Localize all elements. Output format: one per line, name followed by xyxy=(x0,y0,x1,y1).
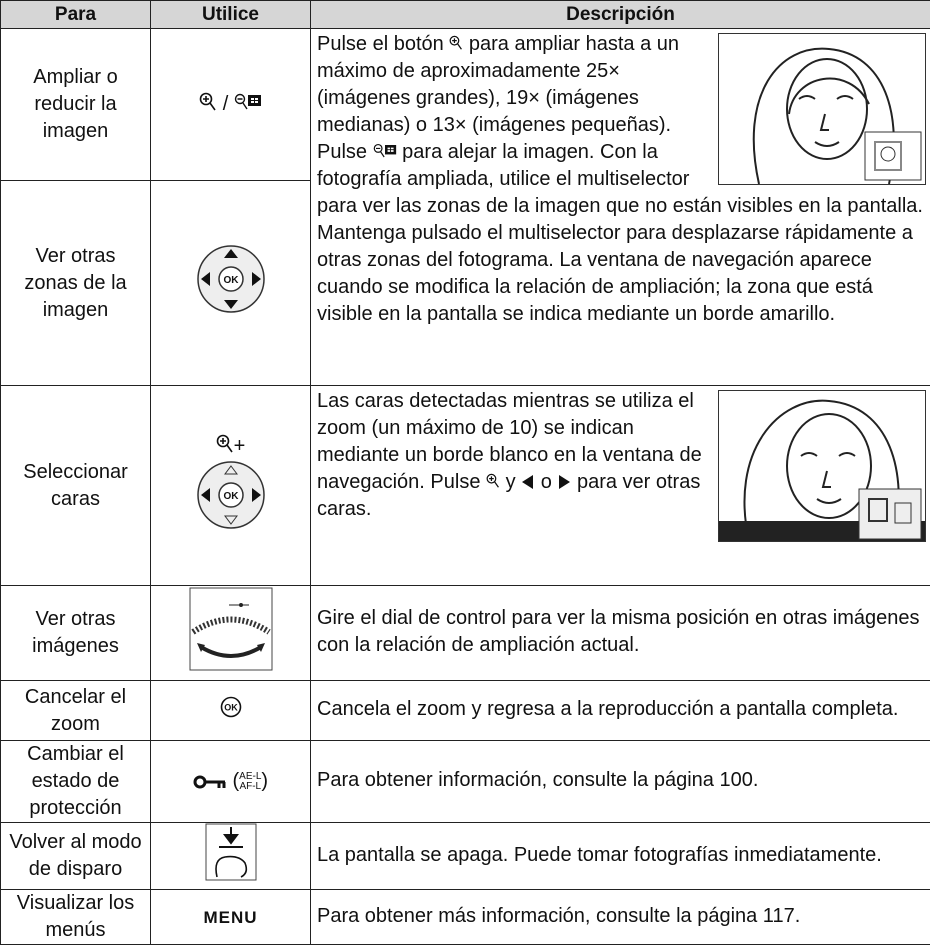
icon-part: OK xyxy=(223,491,239,502)
row: Ver otras imágenes Gire el dial de contr… xyxy=(1,586,930,681)
plus: + xyxy=(234,435,246,457)
separator: / xyxy=(223,93,229,115)
icon-part xyxy=(195,777,205,787)
utilice-cell xyxy=(151,823,311,890)
icon-part xyxy=(522,475,533,489)
af-lock-label: AF-L xyxy=(239,781,261,792)
zoom-out-icon xyxy=(373,142,397,160)
dial-icon xyxy=(189,587,273,671)
description-text: Para obtener más información, consulte l… xyxy=(317,905,800,927)
description-text: Para obtener información, consulte la pá… xyxy=(317,769,758,791)
icon-part xyxy=(385,145,396,154)
para-cell: Cancelar el zoom xyxy=(1,681,151,741)
menu-button-label: MENU xyxy=(203,908,257,927)
description-cell: La pantalla se apaga. Puede tomar fotogr… xyxy=(311,823,930,890)
icon-part xyxy=(559,475,570,489)
utilice-cell xyxy=(151,586,311,681)
description-text: Cancela el zoom y regresa a la reproducc… xyxy=(317,698,898,720)
para-cell: Seleccionar caras xyxy=(1,386,151,586)
illustration xyxy=(718,390,926,542)
para-cell: Ampliar o reducir la imagen xyxy=(1,29,151,181)
para-cell: Visualizar los menús xyxy=(1,890,151,945)
icon-part xyxy=(865,132,921,180)
zoom-out-icon xyxy=(234,92,262,112)
icon-group: + xyxy=(157,433,304,460)
description-cell: Las caras detectadas mientras se utiliza… xyxy=(311,386,930,586)
row: Volver al modo de disparo La pantalla se… xyxy=(1,823,930,890)
header-cell: Para xyxy=(1,1,151,29)
icon-part: OK xyxy=(224,702,238,712)
utilice-cell: + OK xyxy=(151,386,311,586)
para-cell: Ver otras zonas de la imagen xyxy=(1,181,151,386)
row: Ampliar o reducir la imagen / Pulse el b… xyxy=(1,29,930,181)
description-text: o xyxy=(541,471,552,493)
zoom-in-icon xyxy=(216,434,234,454)
left-arrow-icon xyxy=(521,474,535,490)
header-cell: Utilice xyxy=(151,1,311,29)
row: Cancelar el zoom OK Cancela el zoom y re… xyxy=(1,681,930,741)
zoom-in-icon xyxy=(449,34,463,52)
ok-icon: OK xyxy=(220,696,242,718)
description-text: Pulse el botón xyxy=(317,33,444,55)
description-text: y xyxy=(506,471,516,493)
row: Seleccionar caras + OK Las caras detecta… xyxy=(1,386,930,586)
description-cell: Gire el dial de control para ver la mism… xyxy=(311,586,930,681)
description-text: La pantalla se apaga. Puede tomar fotogr… xyxy=(317,844,882,866)
illustration xyxy=(718,33,926,185)
description-cell: Para obtener información, consulte la pá… xyxy=(311,741,930,823)
description-cell: Cancela el zoom y regresa a la reproducc… xyxy=(311,681,930,741)
utilice-cell: MENU xyxy=(151,890,311,945)
header-row: Para Utilice Descripción xyxy=(1,1,930,29)
shutter-icon xyxy=(205,823,257,881)
icon-part: OK xyxy=(223,275,239,286)
multiselector-icon: OK xyxy=(196,244,266,314)
para-cell: Volver al modo de disparo xyxy=(1,823,151,890)
right-arrow-icon xyxy=(557,474,571,490)
zoom-in-icon xyxy=(199,92,217,112)
row: Visualizar los menús MENU Para obtener m… xyxy=(1,890,930,945)
utilice-cell: OK xyxy=(151,181,311,386)
description-text: Gire el dial de control para ver la mism… xyxy=(317,607,920,656)
para-cell: Ver otras imágenes xyxy=(1,586,151,681)
icon-part xyxy=(248,95,261,106)
icon-part xyxy=(205,782,225,788)
para-cell: Cambiar el estado de protección xyxy=(1,741,151,823)
utilice-cell: OK xyxy=(151,681,311,741)
multiselector-icon: OK xyxy=(196,460,266,530)
key-icon xyxy=(193,775,227,789)
header-cell: Descripción xyxy=(311,1,930,29)
zoom-in-icon xyxy=(486,472,500,490)
utilice-cell: / xyxy=(151,29,311,181)
description-cell: Pulse el botón para ampliar hasta a un m… xyxy=(311,29,930,386)
description-cell: Para obtener más información, consulte l… xyxy=(311,890,930,945)
